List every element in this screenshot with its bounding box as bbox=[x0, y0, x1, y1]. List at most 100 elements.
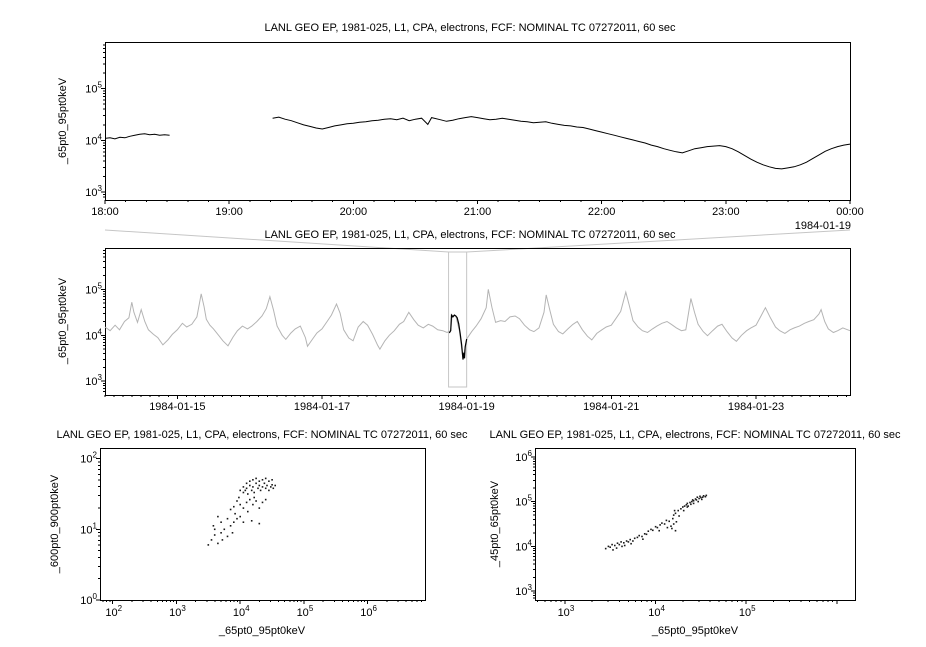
tick-label: 105 bbox=[85, 281, 102, 296]
panel-detail[interactable]: 103 104 105 18:00 19:00 20:00 21:00 22:00 23:00 0… bbox=[85, 42, 864, 219]
scatter-point bbox=[618, 543, 621, 546]
scatter-point bbox=[238, 496, 240, 499]
scatter-point bbox=[252, 486, 254, 488]
tick-label: 105 bbox=[297, 604, 314, 619]
scatter-point bbox=[702, 495, 705, 497]
tick-label: 103 bbox=[85, 373, 102, 388]
tick-label: 106 bbox=[360, 604, 377, 619]
plot-area[interactable] bbox=[105, 42, 851, 201]
tick-label: 20:00 bbox=[340, 206, 368, 218]
scatter-point bbox=[629, 538, 631, 541]
tick-label: 104 bbox=[648, 604, 665, 619]
scatter-point bbox=[274, 484, 276, 487]
scatter-point bbox=[674, 529, 677, 532]
tick-label: 104 bbox=[85, 132, 102, 147]
plot-area[interactable] bbox=[100, 448, 426, 601]
scatter-point bbox=[247, 510, 249, 513]
scatter-point bbox=[672, 514, 675, 516]
scatter-point bbox=[236, 517, 238, 520]
panel-sleft[interactable]: 100 101 102 102 103 104 105 106 bbox=[80, 448, 426, 620]
scatter-point bbox=[261, 479, 264, 481]
scatter-point bbox=[705, 494, 708, 497]
scatter-point bbox=[233, 505, 235, 508]
scatter-right-xlabel: _65pt0_95pt0keV bbox=[651, 625, 739, 637]
scatter-point bbox=[697, 500, 699, 503]
scatter-point bbox=[672, 517, 674, 520]
scatter-point bbox=[226, 517, 229, 520]
scatter-point bbox=[652, 529, 654, 532]
scatter-point bbox=[220, 521, 222, 523]
data-line bbox=[104, 133, 170, 140]
scatter-point bbox=[252, 479, 254, 481]
scatter-point bbox=[234, 512, 236, 515]
zoom-interval-box[interactable] bbox=[448, 251, 468, 388]
scatter-point bbox=[686, 502, 689, 505]
data-line bbox=[104, 289, 851, 360]
scatter-point bbox=[632, 540, 634, 542]
scatter-point bbox=[685, 504, 688, 506]
scatter-point bbox=[236, 500, 238, 502]
tick-label: 102 bbox=[80, 451, 97, 466]
tick-label: 105 bbox=[515, 494, 532, 509]
scatter-left-xlabel: _65pt0_95pt0keV bbox=[218, 625, 306, 637]
scatter-point bbox=[244, 489, 247, 492]
tick-label: 1984-01-15 bbox=[149, 401, 205, 413]
scatter-point bbox=[701, 498, 703, 501]
context-ylabel: _65pt0_95pt0keV bbox=[57, 277, 69, 365]
axis-ticks[interactable] bbox=[101, 250, 847, 399]
scatter-point bbox=[239, 503, 241, 506]
scatter-point bbox=[658, 529, 660, 532]
tick-label: 00:00 bbox=[836, 206, 864, 218]
scatter-point bbox=[677, 509, 679, 512]
scatter-point bbox=[636, 536, 639, 539]
panel-sright[interactable]: 103 104 105 106 103 104 105 bbox=[515, 448, 856, 620]
axis-ticks[interactable] bbox=[531, 456, 838, 604]
scatter-point bbox=[221, 539, 224, 541]
scatter-point bbox=[239, 515, 241, 518]
axis-tick-labels: 103 104 105 1984-01-15 1984-01-17 1984-01-19 1… bbox=[85, 281, 784, 413]
scatter-point bbox=[666, 526, 669, 529]
scatter-point bbox=[213, 528, 216, 531]
scatter-point bbox=[220, 532, 222, 534]
scatter-point bbox=[255, 477, 257, 480]
scatter-point bbox=[678, 515, 680, 517]
scatter-point bbox=[223, 528, 226, 531]
plot-data bbox=[207, 477, 276, 546]
scatter-point bbox=[656, 526, 659, 529]
scatter-point bbox=[263, 482, 266, 485]
plot-area[interactable] bbox=[105, 248, 851, 396]
scatter-point bbox=[690, 503, 692, 506]
scatter-point bbox=[654, 525, 657, 528]
scatter-point bbox=[213, 534, 216, 536]
tick-label: 18:00 bbox=[91, 206, 119, 218]
scatter-point bbox=[692, 502, 695, 505]
panel-context[interactable]: 103 104 105 1984-01-15 1984-01-17 1984-01-19 1… bbox=[85, 248, 851, 414]
axis-ticks[interactable] bbox=[101, 44, 851, 204]
tick-label: 21:00 bbox=[464, 206, 492, 218]
scatter-point bbox=[272, 487, 275, 490]
tick-label: 105 bbox=[739, 604, 756, 619]
scatter-point bbox=[253, 496, 255, 499]
scatter-point bbox=[609, 546, 611, 548]
scatter-point bbox=[266, 484, 268, 487]
plot-area[interactable] bbox=[535, 448, 856, 601]
scatter-point bbox=[255, 482, 257, 485]
scatter-point bbox=[249, 480, 251, 482]
scatter-point bbox=[683, 505, 686, 507]
scatter-point bbox=[245, 501, 248, 504]
tick-label: 103 bbox=[558, 604, 575, 619]
scatter-point bbox=[229, 508, 232, 511]
tick-label: 1984-01-23 bbox=[728, 401, 784, 413]
tick-label: 1984-01-19 bbox=[439, 401, 495, 413]
scatter-point bbox=[261, 501, 264, 504]
scatter-point bbox=[650, 528, 652, 531]
scatter-left-title: LANL GEO EP, 1981-025, L1, CPA, electron… bbox=[56, 429, 468, 441]
tick-label: 105 bbox=[85, 81, 102, 96]
scatter-point bbox=[242, 507, 245, 509]
scatter-point bbox=[689, 501, 691, 504]
scatter-point bbox=[261, 486, 264, 488]
tick-label: 104 bbox=[85, 327, 102, 342]
scatter-point bbox=[217, 515, 219, 518]
scatter-point bbox=[643, 533, 646, 535]
